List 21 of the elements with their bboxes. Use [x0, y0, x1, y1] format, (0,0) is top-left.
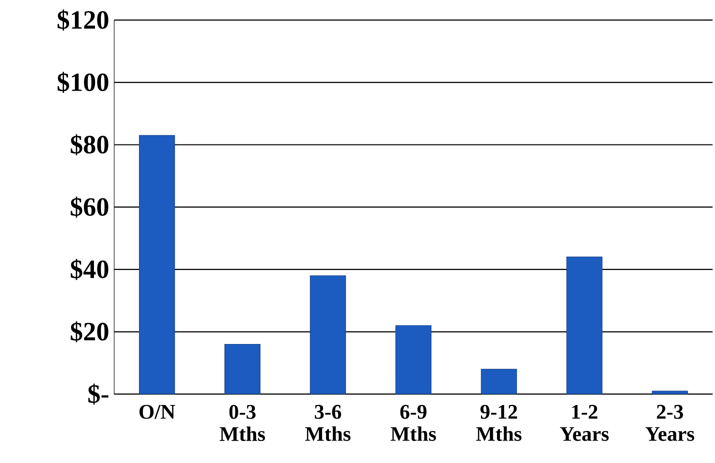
bar — [138, 135, 175, 394]
bar — [224, 344, 260, 394]
x-tick-label: 9-12 Mths — [476, 404, 522, 441]
x-tick-label: 2-3 Years — [645, 404, 694, 441]
x-tick-label: 1-2 Years — [560, 404, 609, 441]
y-tick-label: $- — [88, 384, 108, 405]
bar — [652, 390, 688, 394]
y-tick-label: $120 — [58, 10, 108, 31]
x-tick-label: O/N — [140, 404, 176, 419]
bar — [480, 368, 517, 394]
bar — [395, 325, 432, 394]
x-tick-label: 3-6 Mths — [305, 404, 350, 441]
y-tick-label: $100 — [58, 72, 108, 93]
bar — [566, 256, 602, 394]
bar — [310, 275, 346, 394]
y-tick-label: $60 — [70, 196, 108, 218]
x-tick-label: 0-3 Mths — [220, 404, 265, 442]
y-tick-label: $80 — [70, 134, 108, 156]
y-tick-label: $40 — [70, 258, 108, 280]
y-tick-label: $20 — [70, 321, 108, 342]
x-tick-label: 6-9 Mths — [390, 404, 436, 441]
